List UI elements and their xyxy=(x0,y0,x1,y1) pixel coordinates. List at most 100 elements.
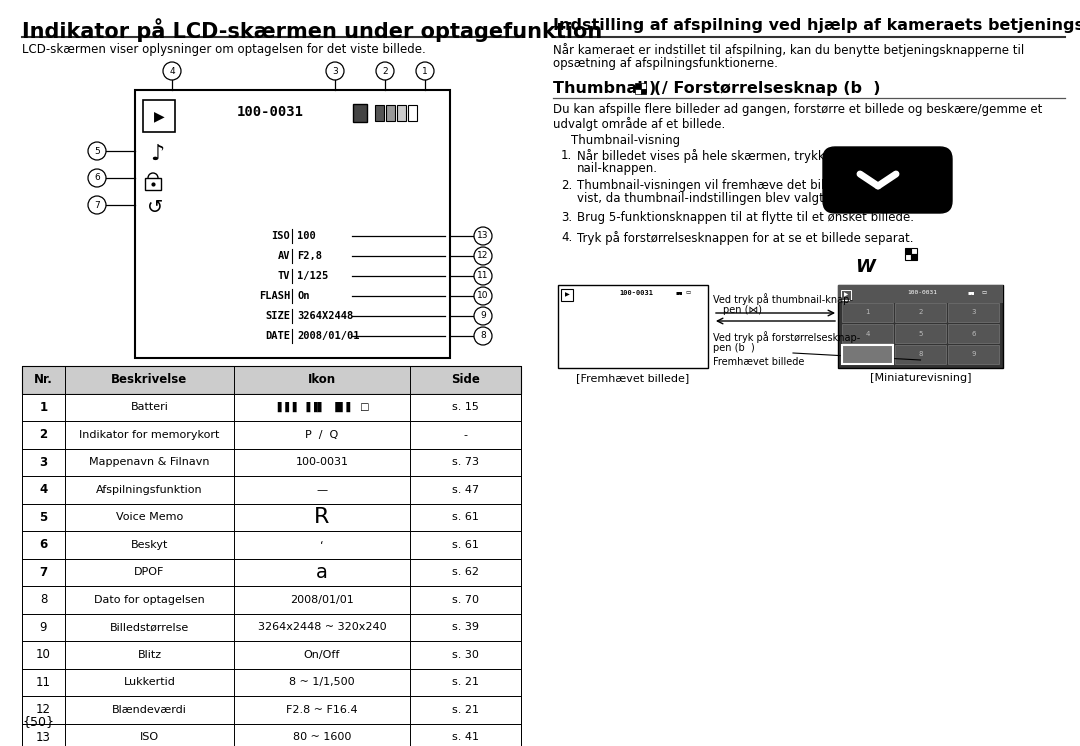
Bar xyxy=(22,476,521,504)
Text: T: T xyxy=(859,152,872,171)
Text: Ved tryk på thumbnail-knap-: Ved tryk på thumbnail-knap- xyxy=(713,293,853,305)
Text: Beskyt: Beskyt xyxy=(131,540,168,550)
Bar xyxy=(135,90,450,358)
Text: ISO: ISO xyxy=(140,733,159,742)
Text: pen (b  ): pen (b ) xyxy=(713,343,755,353)
Text: Nr.: Nr. xyxy=(35,373,53,386)
Text: ▶: ▶ xyxy=(153,109,164,123)
Circle shape xyxy=(87,196,106,214)
Circle shape xyxy=(87,142,106,160)
Bar xyxy=(905,254,912,260)
Text: SIZE: SIZE xyxy=(265,311,291,321)
Text: Mappenavn & Filnavn: Mappenavn & Filnavn xyxy=(90,457,210,467)
Bar xyxy=(905,248,912,254)
Text: DATE: DATE xyxy=(265,331,291,341)
Text: ISO: ISO xyxy=(271,231,291,241)
Text: s. 39: s. 39 xyxy=(453,622,480,633)
Bar xyxy=(640,83,646,89)
Text: 100-0031: 100-0031 xyxy=(296,457,349,467)
Bar xyxy=(22,393,521,421)
Bar xyxy=(143,100,175,132)
Text: 1: 1 xyxy=(422,66,428,75)
Bar xyxy=(22,559,521,586)
Text: 5: 5 xyxy=(918,330,922,336)
Text: 2008/01/01: 2008/01/01 xyxy=(291,595,354,605)
Text: 80 ~ 1600: 80 ~ 1600 xyxy=(293,733,351,742)
Text: Side: Side xyxy=(451,373,480,386)
Text: 2: 2 xyxy=(918,310,922,316)
Text: 2.: 2. xyxy=(561,179,572,192)
Bar xyxy=(842,345,893,364)
Text: Lukkertid: Lukkertid xyxy=(123,677,175,687)
Bar xyxy=(841,290,851,300)
Bar xyxy=(22,724,521,746)
Text: 2: 2 xyxy=(382,66,388,75)
Bar xyxy=(842,324,893,343)
Text: AV: AV xyxy=(278,251,291,261)
Bar xyxy=(558,285,708,368)
Circle shape xyxy=(326,62,345,80)
Bar xyxy=(353,104,367,122)
Circle shape xyxy=(474,267,492,285)
Bar xyxy=(375,105,384,121)
Text: opsætning af afspilningsfunktionerne.: opsætning af afspilningsfunktionerne. xyxy=(553,57,778,70)
Text: 13: 13 xyxy=(477,231,489,240)
Text: 100-0031: 100-0031 xyxy=(907,290,937,295)
Circle shape xyxy=(474,227,492,245)
Text: LCD-skærmen viser oplysninger om optagelsen for det viste billede.: LCD-skærmen viser oplysninger om optagel… xyxy=(22,43,426,56)
Text: s. 47: s. 47 xyxy=(451,485,480,495)
Text: 3: 3 xyxy=(333,66,338,75)
Text: 100-0031: 100-0031 xyxy=(619,290,653,296)
Text: 4: 4 xyxy=(865,330,869,336)
Bar xyxy=(22,366,521,393)
Text: Thumbnail (: Thumbnail ( xyxy=(553,81,661,96)
Text: 3.: 3. xyxy=(561,211,572,224)
Text: On: On xyxy=(297,291,310,301)
Bar xyxy=(842,345,893,364)
Text: 8: 8 xyxy=(481,331,486,340)
Text: Indikator for memorykort: Indikator for memorykort xyxy=(79,430,219,439)
Text: Tryk på forstørrelsesknappen for at se et billede separat.: Tryk på forstørrelsesknappen for at se e… xyxy=(577,231,914,245)
Text: 100: 100 xyxy=(297,231,315,241)
Text: 8: 8 xyxy=(918,351,922,357)
Text: 12: 12 xyxy=(36,703,51,716)
Text: 5: 5 xyxy=(39,511,48,524)
Text: vist, da thumbnail-indstillingen blev valgt.: vist, da thumbnail-indstillingen blev va… xyxy=(577,192,827,205)
Text: DPOF: DPOF xyxy=(134,567,164,577)
Text: s. 15: s. 15 xyxy=(453,402,478,413)
Text: Thumbnail-visning: Thumbnail-visning xyxy=(571,134,680,147)
Bar xyxy=(145,178,161,190)
Bar xyxy=(408,105,417,121)
Text: ▭: ▭ xyxy=(686,290,691,295)
Text: udvalgt område af et billede.: udvalgt område af et billede. xyxy=(553,117,726,131)
Bar xyxy=(948,324,999,343)
Text: Batteri: Batteri xyxy=(131,402,168,413)
Text: ▶: ▶ xyxy=(565,292,569,298)
Text: ▪▪: ▪▪ xyxy=(968,290,975,295)
Text: 1.: 1. xyxy=(561,149,572,162)
Text: 3: 3 xyxy=(40,456,48,468)
Text: s. 70: s. 70 xyxy=(453,595,480,605)
Text: R: R xyxy=(314,507,329,527)
Text: Beskrivelse: Beskrivelse xyxy=(111,373,188,386)
Text: On/Off: On/Off xyxy=(303,650,340,659)
Circle shape xyxy=(474,247,492,265)
Bar xyxy=(22,696,521,724)
Text: ▭: ▭ xyxy=(981,290,986,295)
Text: —: — xyxy=(316,485,327,495)
Text: Fremhævet billede: Fremhævet billede xyxy=(713,357,805,367)
Text: W: W xyxy=(855,258,875,276)
Text: 9: 9 xyxy=(481,312,486,321)
Bar xyxy=(912,248,917,254)
Bar xyxy=(948,345,999,364)
Text: Thumbnail-visningen vil fremhæve det billede, der blev: Thumbnail-visningen vil fremhæve det bil… xyxy=(577,179,906,192)
Text: Indikator på LCD-skærmen under optagefunktion: Indikator på LCD-skærmen under optagefun… xyxy=(22,18,603,42)
Text: Q: Q xyxy=(902,152,918,171)
Text: 2: 2 xyxy=(40,428,48,441)
Text: ▐▐▐  ▐▐▌  ▐▌▌  □: ▐▐▐ ▐▐▌ ▐▌▌ □ xyxy=(274,402,369,413)
Text: {50}: {50} xyxy=(22,715,54,728)
Bar xyxy=(22,531,521,559)
Bar xyxy=(895,324,946,343)
Bar xyxy=(22,504,521,531)
Bar xyxy=(22,668,521,696)
